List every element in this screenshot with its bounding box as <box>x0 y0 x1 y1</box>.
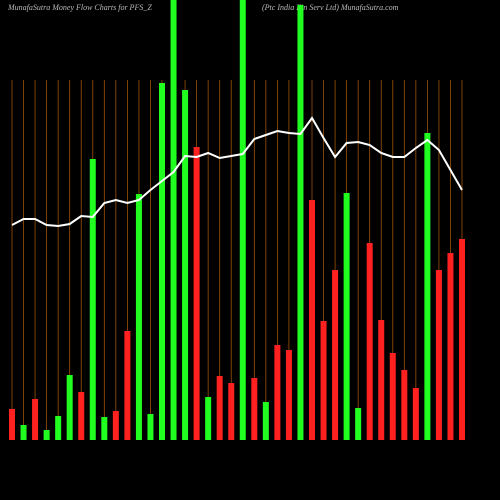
bar <box>274 345 281 440</box>
bar <box>193 147 200 440</box>
bar <box>355 408 362 440</box>
bar <box>89 159 96 440</box>
lines <box>11 116 463 228</box>
bar <box>135 194 142 440</box>
bar <box>343 193 350 440</box>
bar <box>228 383 235 440</box>
bar <box>170 0 177 440</box>
bar <box>262 402 269 440</box>
bar <box>205 397 212 440</box>
bar <box>112 411 119 440</box>
bar <box>182 90 189 440</box>
bar <box>66 375 73 440</box>
bar <box>412 388 419 440</box>
bar <box>389 353 396 440</box>
bar <box>43 430 50 440</box>
bar <box>9 409 15 440</box>
bar <box>239 0 246 440</box>
bar <box>320 321 327 440</box>
bar <box>78 392 85 440</box>
bar <box>332 270 339 440</box>
bar <box>447 253 454 440</box>
bar <box>159 83 165 440</box>
bar <box>309 200 315 440</box>
chart-title: MunafaSutra Money Flow Charts for PFS_Z <box>7 3 152 12</box>
bar <box>20 425 27 440</box>
bar <box>297 5 304 440</box>
bar <box>459 239 465 440</box>
bar <box>32 399 39 440</box>
bar <box>366 243 373 440</box>
bar <box>124 331 131 440</box>
bar <box>216 376 223 440</box>
bars <box>9 0 465 440</box>
bar <box>147 414 154 440</box>
bar <box>401 370 408 440</box>
bar <box>55 416 62 440</box>
bar <box>101 417 108 440</box>
bar <box>435 270 442 440</box>
chart-subtitle: (Ptc India Fin Serv Ltd) MunafaSutra.com <box>262 3 399 12</box>
bar <box>251 378 258 440</box>
bar <box>378 320 385 440</box>
bar <box>424 133 431 440</box>
bar <box>285 350 292 440</box>
price-line <box>11 116 463 228</box>
